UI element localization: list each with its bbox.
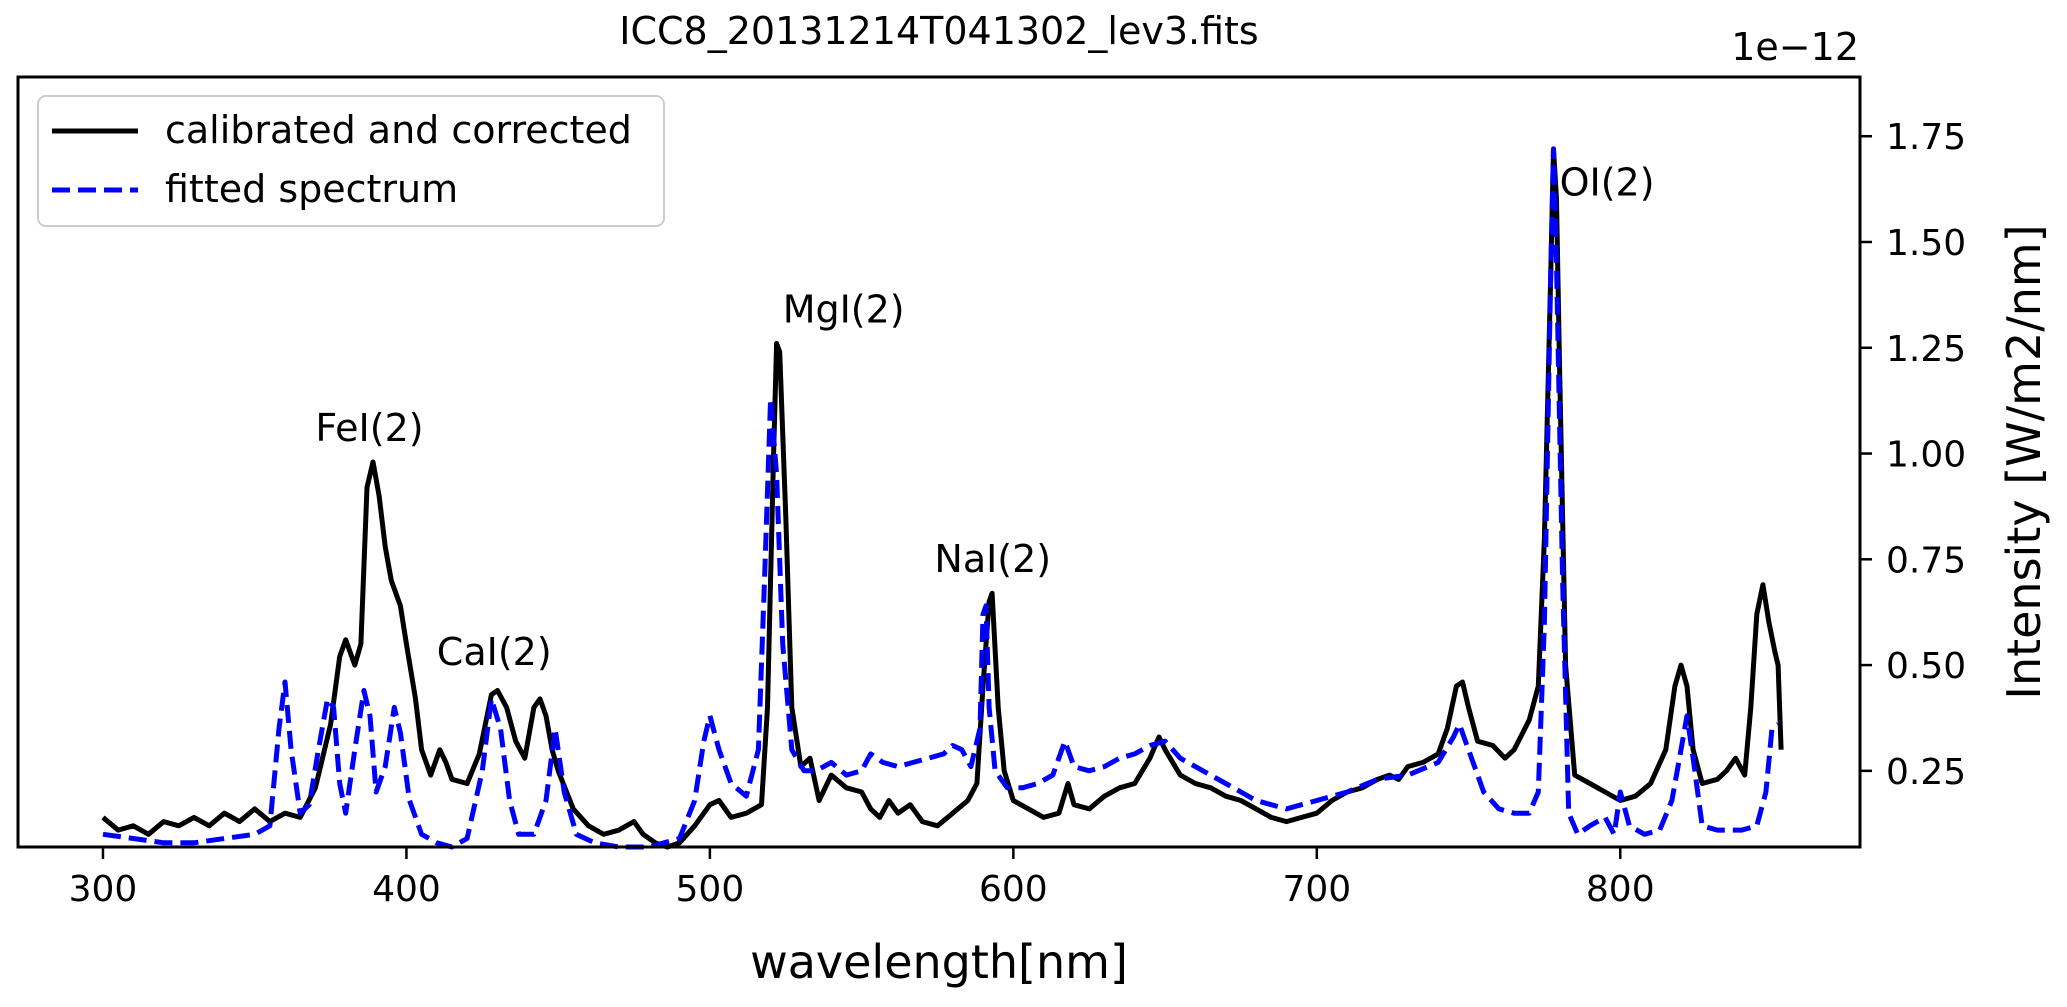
legend: calibrated and corrected fitted spectrum <box>37 95 665 227</box>
y-axis-label: Intensity [W/m2/nm] <box>1997 224 2051 699</box>
y-tick-label: 1.50 <box>1886 223 1966 264</box>
x-tick-label: 300 <box>69 869 138 910</box>
legend-label-calibrated: calibrated and corrected <box>165 108 632 152</box>
legend-box <box>37 95 665 227</box>
series-line-fitted <box>102 146 1780 850</box>
annotations-group: FeI(2) CaI(2) MgI(2) NaI(2) OI(2) <box>315 161 1654 675</box>
x-tick-label: 800 <box>1586 869 1655 910</box>
legend-label-fitted: fitted spectrum <box>165 167 458 211</box>
y-tick-label: 0.50 <box>1886 646 1966 687</box>
y-offset-label: 1e−12 <box>1731 25 1859 69</box>
x-tick-label: 700 <box>1282 869 1351 910</box>
annotation-label: OI(2) <box>1560 161 1655 205</box>
plot-frame <box>16 75 1862 849</box>
x-tick-label: 500 <box>676 869 745 910</box>
x-axis-label: wavelength[nm] <box>750 935 1128 989</box>
y-tick-label: 1.75 <box>1886 117 1966 158</box>
x-tick-label: 600 <box>979 869 1048 910</box>
annotation-label: FeI(2) <box>315 406 423 450</box>
y-tick-label: 1.00 <box>1886 435 1966 476</box>
annotation-label: MgI(2) <box>783 287 905 331</box>
y-tick-label: 1.25 <box>1886 329 1966 370</box>
y-tick-label: 0.75 <box>1886 540 1966 581</box>
plot-series-group <box>101 146 1784 850</box>
x-axis-ticks: 300 400 500 600 700 800 <box>69 847 1655 910</box>
y-tick-label: 0.25 <box>1886 752 1966 793</box>
annotation-label: NaI(2) <box>934 537 1051 581</box>
y-axis-ticks: 0.25 0.50 0.75 1.00 1.25 1.50 1.75 <box>1860 117 1966 793</box>
chart-title: ICC8_20131214T041302_lev3.fits <box>619 9 1258 53</box>
annotation-label: CaI(2) <box>437 630 552 674</box>
x-tick-label: 400 <box>372 869 441 910</box>
